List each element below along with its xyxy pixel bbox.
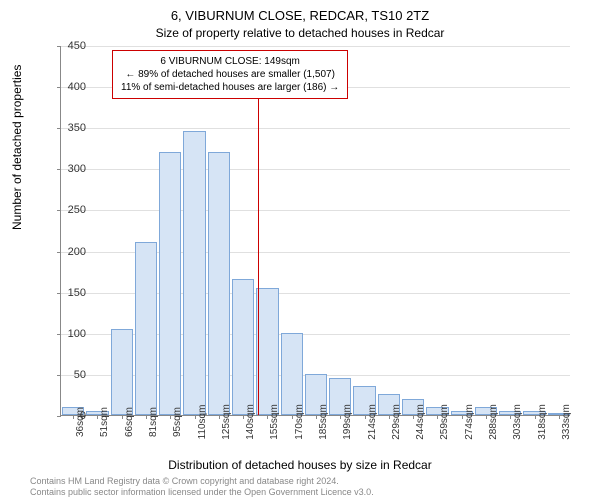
annotation-line-1: 6 VIBURNUM CLOSE: 149sqm — [121, 55, 339, 68]
annotation-line-3: 11% of semi-detached houses are larger (… — [121, 81, 339, 94]
ytick-label: 50 — [56, 369, 86, 381]
ytick-label: 150 — [56, 287, 86, 299]
ytick-label: 400 — [56, 81, 86, 93]
xtick-mark — [535, 415, 536, 419]
xtick-label: 214sqm — [367, 404, 378, 440]
xtick-label: 199sqm — [342, 404, 353, 440]
xtick-label: 36sqm — [75, 407, 86, 437]
ytick-label: 450 — [56, 40, 86, 52]
xtick-mark — [219, 415, 220, 419]
xtick-label: 274sqm — [464, 404, 475, 440]
chart-title-main: 6, VIBURNUM CLOSE, REDCAR, TS10 2TZ — [0, 8, 600, 23]
xtick-mark — [559, 415, 560, 419]
xtick-label: 125sqm — [221, 404, 232, 440]
ytick-label: 100 — [56, 328, 86, 340]
gridline — [61, 46, 570, 47]
xtick-label: 95sqm — [172, 407, 183, 437]
xtick-mark — [316, 415, 317, 419]
xtick-label: 303sqm — [512, 404, 523, 440]
ytick-label: 300 — [56, 163, 86, 175]
histogram-bar — [256, 288, 278, 415]
xtick-label: 288sqm — [488, 404, 499, 440]
plot-area — [60, 46, 570, 416]
xtick-mark — [243, 415, 244, 419]
histogram-bar — [135, 242, 157, 415]
ytick-label: 200 — [56, 246, 86, 258]
x-axis-label: Distribution of detached houses by size … — [0, 458, 600, 472]
footer-line-1: Contains HM Land Registry data © Crown c… — [30, 476, 374, 487]
xtick-mark — [146, 415, 147, 419]
xtick-mark — [195, 415, 196, 419]
xtick-label: 185sqm — [318, 404, 329, 440]
xtick-label: 318sqm — [537, 404, 548, 440]
xtick-label: 110sqm — [197, 405, 208, 440]
chart-container: 6, VIBURNUM CLOSE, REDCAR, TS10 2TZ Size… — [0, 0, 600, 500]
xtick-label: 66sqm — [124, 407, 135, 437]
reference-line — [258, 75, 259, 415]
xtick-mark — [292, 415, 293, 419]
xtick-label: 81sqm — [148, 407, 159, 437]
xtick-mark — [389, 415, 390, 419]
xtick-label: 140sqm — [245, 404, 256, 440]
gridline — [61, 169, 570, 170]
xtick-mark — [122, 415, 123, 419]
histogram-bar — [159, 152, 181, 415]
xtick-label: 259sqm — [439, 404, 450, 440]
chart-title-sub: Size of property relative to detached ho… — [0, 26, 600, 40]
xtick-label: 155sqm — [269, 404, 280, 440]
footer-line-2: Contains public sector information licen… — [30, 487, 374, 498]
xtick-label: 170sqm — [294, 404, 305, 440]
ytick-label: 350 — [56, 122, 86, 134]
gridline — [61, 210, 570, 211]
xtick-mark — [413, 415, 414, 419]
xtick-label: 244sqm — [415, 404, 426, 440]
annotation-box: 6 VIBURNUM CLOSE: 149sqm← 89% of detache… — [112, 50, 348, 99]
xtick-mark — [462, 415, 463, 419]
ytick-label: 250 — [56, 204, 86, 216]
footer-attribution: Contains HM Land Registry data © Crown c… — [30, 476, 374, 498]
histogram-bar — [281, 333, 303, 415]
histogram-bar — [232, 279, 254, 415]
histogram-bar — [183, 131, 205, 415]
xtick-label: 333sqm — [561, 404, 572, 440]
xtick-mark — [486, 415, 487, 419]
gridline — [61, 128, 570, 129]
histogram-bar — [208, 152, 230, 415]
y-axis-label: Number of detached properties — [10, 65, 24, 230]
xtick-label: 229sqm — [391, 404, 402, 440]
xtick-label: 51sqm — [99, 407, 110, 437]
annotation-line-2: ← 89% of detached houses are smaller (1,… — [121, 68, 339, 81]
xtick-mark — [365, 415, 366, 419]
histogram-bar — [111, 329, 133, 415]
